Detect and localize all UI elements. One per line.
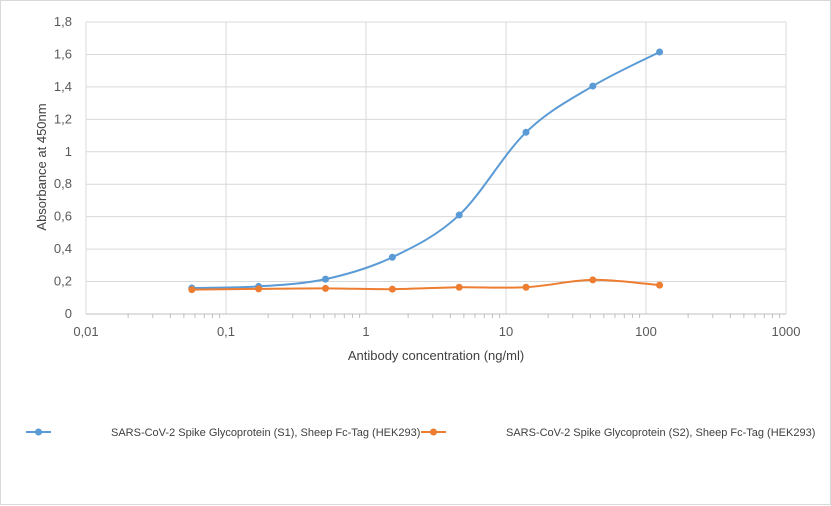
legend-entry-s1: SARS-CoV-2 Spike Glycoprotein (S1), Shee…	[26, 427, 420, 439]
y-tick-label: 1,4	[54, 79, 72, 94]
x-tick-label: 0,1	[217, 324, 235, 339]
series-2-point	[522, 283, 530, 291]
y-tick-label: 0,2	[54, 274, 72, 289]
y-tick-label: 0,6	[54, 209, 72, 224]
legend-label-s1: SARS-CoV-2 Spike Glycoprotein (S1), Shee…	[111, 427, 420, 439]
legend-entry-s2: SARS-CoV-2 Spike Glycoprotein (S2), Shee…	[421, 427, 815, 439]
tick-labels: 0 0,2 0,4 0,6 0,8 1 1,2 1,4 1,6 1,8 0,01 0,1 1 10 100 1…	[54, 14, 801, 339]
legend-label-s2: SARS-CoV-2 Spike Glycoprotein (S2), Shee…	[506, 427, 815, 439]
series-2	[188, 276, 664, 294]
x-tick-label: 1	[362, 324, 369, 339]
series-2-point	[455, 283, 463, 291]
y-tick-label: 0,8	[54, 176, 72, 191]
x-tick-label: 0,01	[73, 324, 98, 339]
y-tick-label: 1,2	[54, 111, 72, 126]
legend-marker-s2	[430, 428, 437, 436]
y-tick-label: 1	[65, 144, 72, 159]
series-1-point	[589, 82, 597, 90]
series-2-point	[656, 281, 664, 289]
x-tick-label: 10	[499, 324, 513, 339]
series-2-point	[589, 276, 597, 284]
y-tick-label: 0	[65, 306, 72, 321]
series-1-point	[455, 211, 463, 219]
x-minor-ticks	[127, 314, 781, 318]
series-layer	[188, 48, 664, 294]
series-1-point	[322, 275, 330, 283]
series-2-point	[188, 286, 196, 294]
y-tick-label: 1,6	[54, 46, 72, 61]
series-2-point	[388, 285, 396, 293]
x-axis-title: Antibody concentration (ng/ml)	[348, 348, 524, 363]
series-1-point	[656, 48, 664, 56]
x-tick-label: 1000	[772, 324, 801, 339]
series-2-point	[322, 284, 330, 292]
y-axis-title: Absorbance at 450nm	[34, 103, 49, 230]
series-1-point	[388, 253, 396, 261]
series-1	[188, 48, 664, 292]
y-tick-label: 0,4	[54, 241, 72, 256]
y-tick-label: 1,8	[54, 14, 72, 29]
legend-marker-s1	[35, 428, 42, 436]
grid-layer	[85, 21, 787, 315]
series-2-point	[255, 285, 263, 293]
series-2-line	[191, 278, 660, 291]
series-1-point	[522, 128, 530, 136]
series-1-line	[191, 51, 661, 290]
legend: SARS-CoV-2 Spike Glycoprotein (S1), Shee…	[26, 427, 815, 439]
x-tick-label: 100	[635, 324, 657, 339]
